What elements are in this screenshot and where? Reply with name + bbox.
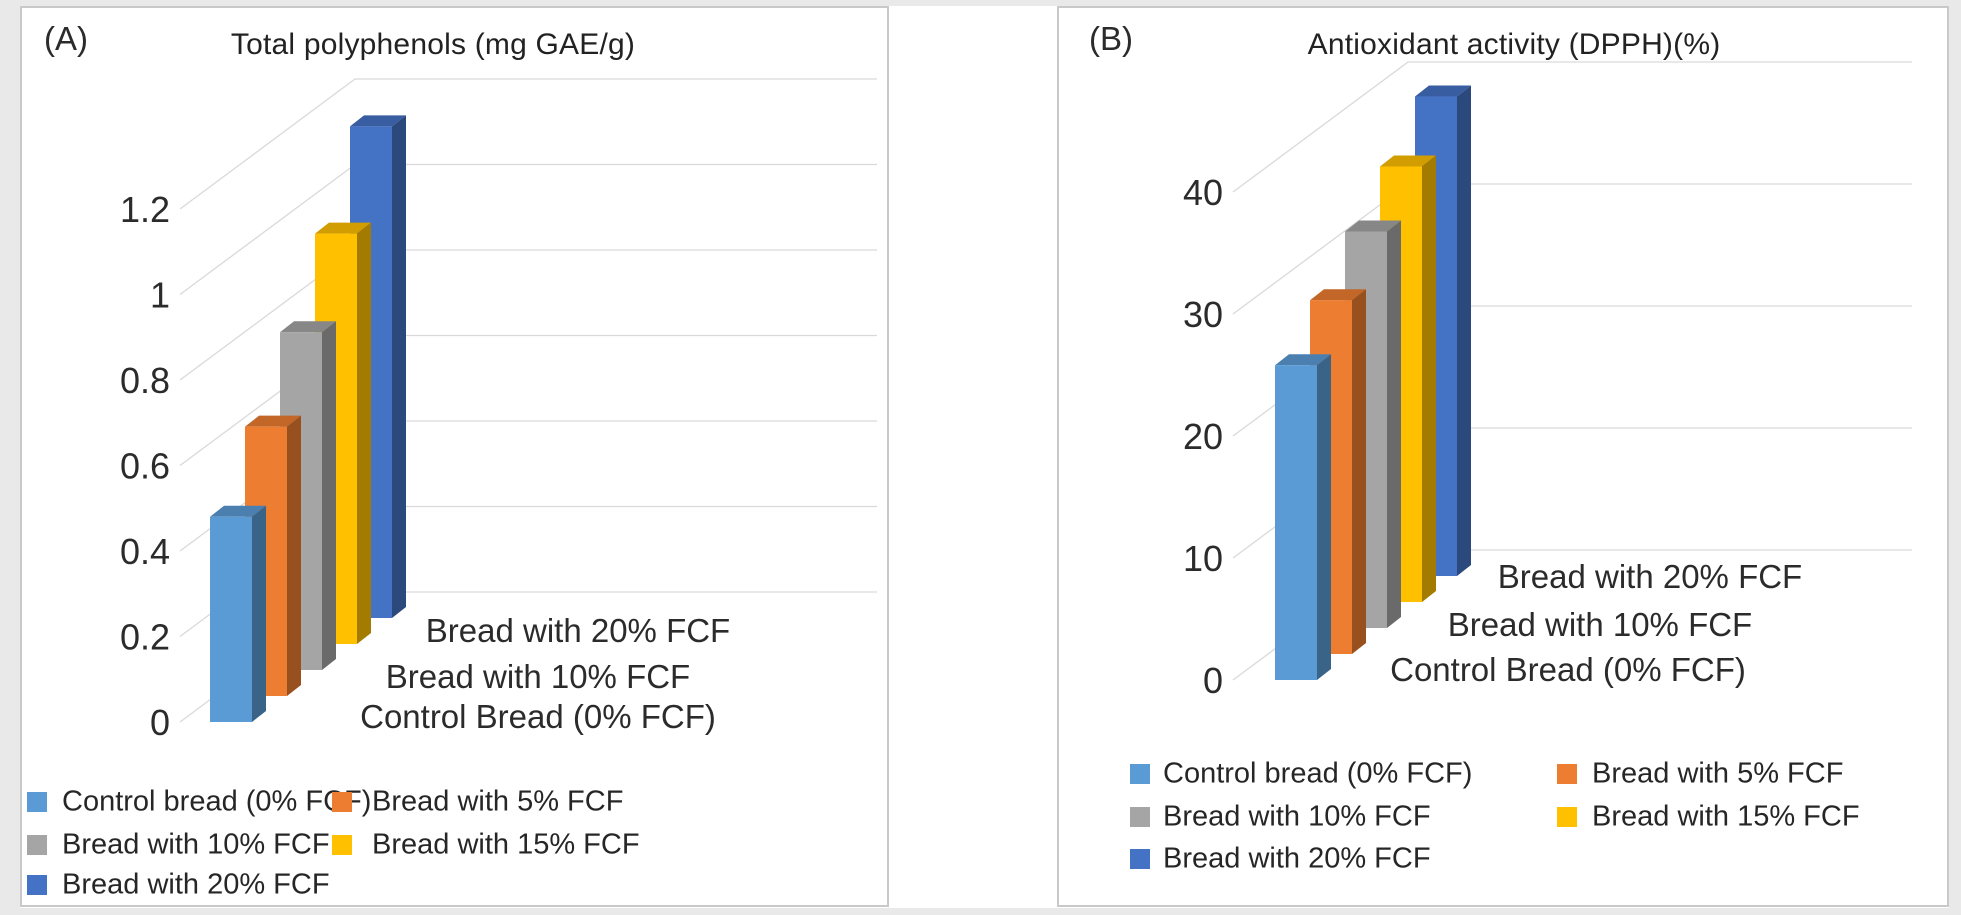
depth-axis-label: Control Bread (0% FCF) — [360, 698, 716, 735]
y-axis-tick-label: 1.2 — [120, 189, 170, 230]
bar-top-face — [1275, 354, 1331, 366]
y-axis-tick-label: 0 — [1203, 660, 1223, 701]
panel-b-title: Antioxidant activity (DPPH)(%) — [1307, 28, 1721, 61]
depth-axis-label: Bread with 20% FCF — [426, 612, 730, 649]
chart-canvas-a: 0 0.2 0.4 0.6 0.8 1 1.2 Bread with 20% FCF Bread… — [120, 78, 877, 743]
legend-color-chip — [27, 835, 47, 855]
legend-color-chip — [27, 875, 47, 895]
gridline — [179, 78, 877, 210]
y-axis-tick-label: 0.4 — [120, 531, 170, 572]
bar-top-face — [1345, 220, 1401, 232]
bar-side-face — [322, 321, 336, 670]
legend-label: Bread with 20% FCF — [1163, 842, 1431, 875]
bar-top-face — [280, 321, 336, 333]
legend-color-chip — [1130, 764, 1150, 784]
bar-top-face — [210, 505, 266, 517]
legend-label: Bread with 5% FCF — [1592, 757, 1844, 790]
bar-side-face — [252, 505, 266, 722]
panel-a-title: Total polyphenols (mg GAE/g) — [230, 28, 636, 61]
legend-color-chip — [332, 792, 352, 812]
legend-color-chip — [1130, 849, 1150, 869]
bar-control-bread-0-fcf — [1275, 354, 1331, 680]
bar-side-face — [357, 222, 371, 644]
y-axis-tick-label: 10 — [1183, 538, 1223, 579]
gridline — [1232, 61, 1912, 193]
chart-canvas-b: 0 10 20 30 40 Bread with 20% FCF Bread with 10… — [1183, 61, 1912, 701]
panel-a: (A) Total polyphenols (mg GAE/g) 0 0.2 0.4… — [20, 6, 889, 907]
bar-top-face — [245, 415, 301, 427]
legend-color-chip — [332, 835, 352, 855]
legend-label: Control bread (0% FCF) — [1163, 757, 1473, 790]
legend-label: Bread with 15% FCF — [372, 828, 640, 861]
y-axis-tick-label: 40 — [1183, 172, 1223, 213]
bar-side-face — [392, 115, 406, 618]
panel-a-label: (A) — [44, 20, 88, 57]
legend-label: Bread with 20% FCF — [62, 868, 330, 901]
legend-label: Bread with 5% FCF — [372, 785, 624, 818]
bar-top-face — [1310, 289, 1366, 301]
bar-front-face — [1275, 365, 1317, 680]
panel-b: (B) Antioxidant activity (DPPH)(%) 0 10 20… — [1057, 6, 1949, 907]
gridline — [179, 163, 877, 296]
bar-side-face — [1457, 85, 1471, 576]
y-axis-tick-label: 0.6 — [120, 446, 170, 487]
legend-color-chip — [1557, 807, 1577, 827]
panel-b-label: (B) — [1089, 20, 1133, 57]
y-axis-tick-label: 0.2 — [120, 617, 170, 658]
bar-top-face — [315, 222, 371, 234]
depth-axis-label: Bread with 10% FCF — [386, 658, 690, 695]
legend-color-chip — [27, 792, 47, 812]
bar-control-bread-0-fcf — [210, 505, 266, 722]
bar-side-face — [1352, 289, 1366, 654]
depth-axis-label: Control Bread (0% FCF) — [1390, 651, 1746, 688]
y-axis-tick-label: 30 — [1183, 294, 1223, 335]
bar-side-face — [1422, 155, 1436, 602]
legend-label: Control bread (0% FCF) — [62, 785, 372, 818]
legend-label: Bread with 10% FCF — [1163, 800, 1431, 833]
y-axis-tick-label: 20 — [1183, 416, 1223, 457]
figure-sheet: (A) Total polyphenols (mg GAE/g) 0 0.2 0.4… — [20, 6, 1949, 908]
bar-top-face — [1415, 85, 1471, 97]
legend-label: Bread with 15% FCF — [1592, 800, 1860, 833]
y-axis-tick-label: 1 — [150, 275, 170, 316]
depth-axis-label: Bread with 10% FCF — [1448, 606, 1752, 643]
bar-side-face — [287, 415, 301, 696]
y-axis-tick-label: 0.8 — [120, 360, 170, 401]
bar-top-face — [1380, 155, 1436, 167]
legend-label: Bread with 10% FCF — [62, 828, 330, 861]
legend-color-chip — [1557, 764, 1577, 784]
depth-axis-label: Bread with 20% FCF — [1498, 558, 1802, 595]
bar-front-face — [210, 516, 252, 722]
bar-side-face — [1387, 220, 1401, 628]
legend-color-chip — [1130, 807, 1150, 827]
y-axis-tick-label: 0 — [150, 702, 170, 743]
bar-side-face — [1317, 354, 1331, 680]
bar-top-face — [350, 115, 406, 127]
